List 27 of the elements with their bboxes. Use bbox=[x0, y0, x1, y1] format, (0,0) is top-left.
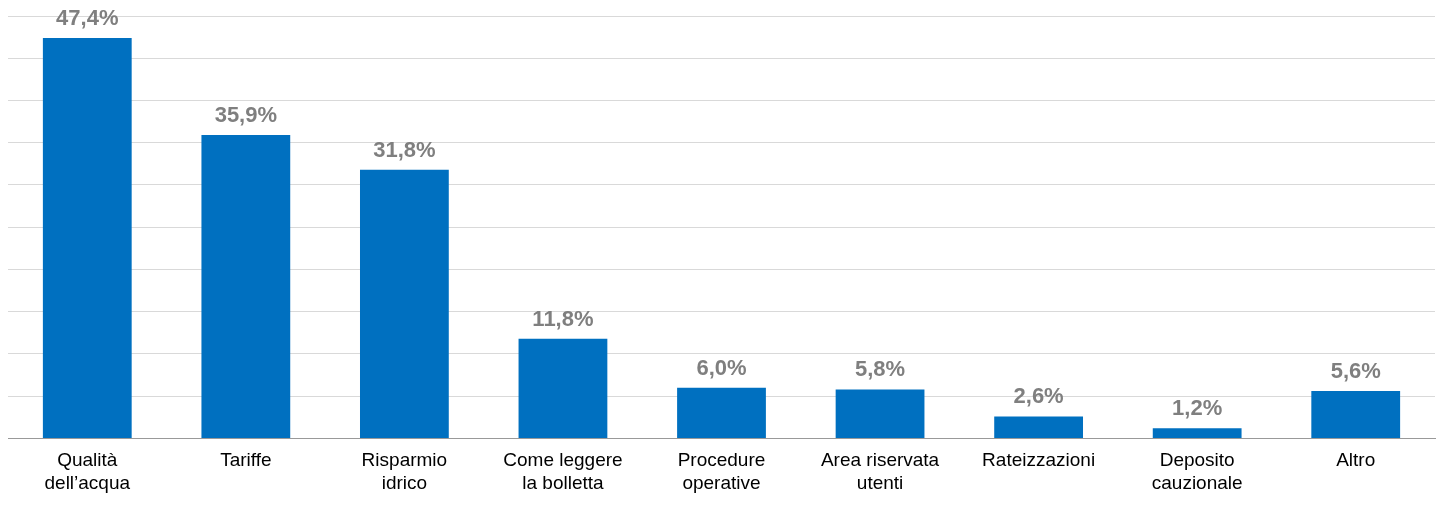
bar bbox=[677, 387, 766, 438]
data-label: 1,2% bbox=[1172, 395, 1223, 421]
x-tick-label: Tariffe bbox=[220, 449, 272, 471]
data-label: 5,8% bbox=[854, 356, 906, 382]
bar bbox=[1152, 428, 1242, 438]
data-label: 5,6% bbox=[1330, 358, 1381, 384]
data-label: 11,8% bbox=[532, 305, 594, 331]
x-tick-label: Qualità dell’acqua bbox=[44, 449, 131, 493]
bar bbox=[42, 37, 132, 438]
data-label: 35,9% bbox=[214, 102, 278, 128]
bar bbox=[359, 169, 449, 438]
data-label: 6,0% bbox=[696, 354, 747, 380]
x-tick-label: Area riservata utenti bbox=[820, 449, 940, 493]
x-tick-label: Altro bbox=[1336, 449, 1376, 471]
x-tick-label: Deposito cauzionale bbox=[1151, 449, 1243, 493]
x-tick-label: Risparmio idrico bbox=[361, 449, 448, 493]
bar bbox=[1311, 391, 1401, 438]
bar bbox=[201, 135, 291, 438]
data-label: 47,4% bbox=[56, 5, 119, 31]
bar bbox=[835, 389, 925, 438]
data-label: 2,6% bbox=[1013, 383, 1064, 409]
x-tick-label: Come leggere la bolletta bbox=[503, 449, 623, 493]
x-tick-label: Rateizzazioni bbox=[982, 449, 1096, 471]
data-label: 31,8% bbox=[373, 136, 436, 162]
x-tick-label: Procedure operative bbox=[677, 449, 766, 493]
bar bbox=[518, 338, 608, 438]
bar bbox=[994, 416, 1084, 438]
